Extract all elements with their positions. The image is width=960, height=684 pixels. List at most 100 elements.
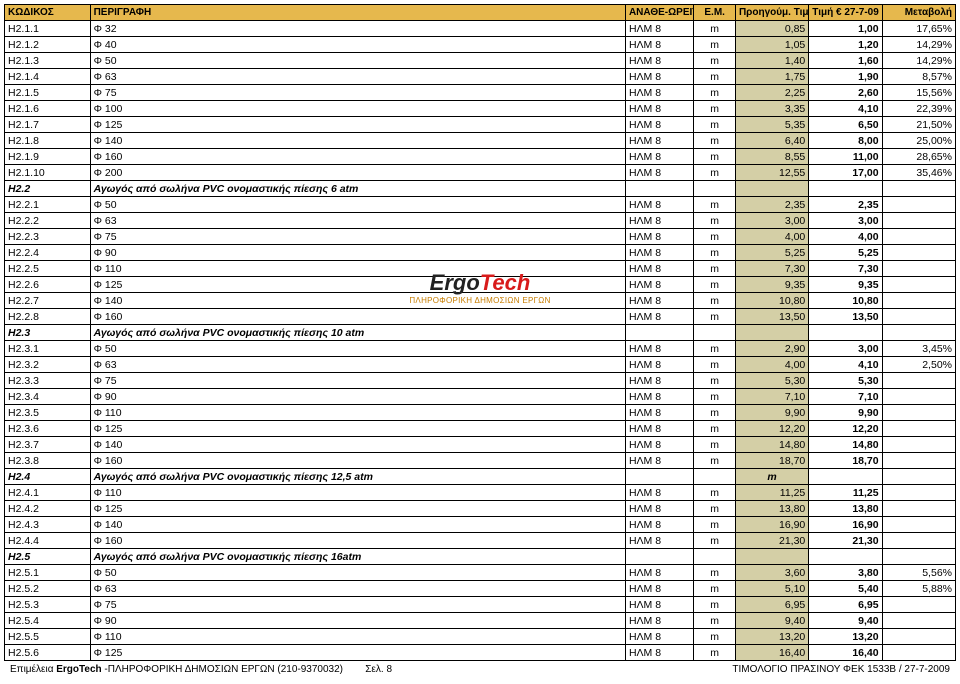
cell-ana: ΗΛΜ 8 — [625, 69, 693, 85]
cell-ana: ΗΛΜ 8 — [625, 357, 693, 373]
cell-desc: Φ 50 — [90, 53, 625, 69]
cell-ana: ΗΛΜ 8 — [625, 421, 693, 437]
cell-price — [809, 549, 882, 565]
th-em: Ε.Μ. — [694, 5, 736, 21]
cell-prev: 5,25 — [735, 245, 808, 261]
cell-met — [882, 533, 955, 549]
cell-ana — [625, 325, 693, 341]
cell-em: m — [694, 277, 736, 293]
cell-prev: 1,40 — [735, 53, 808, 69]
cell-ana: ΗΛΜ 8 — [625, 533, 693, 549]
cell-ana: ΗΛΜ 8 — [625, 85, 693, 101]
cell-met — [882, 229, 955, 245]
cell-desc: Φ 75 — [90, 597, 625, 613]
cell-em: m — [694, 533, 736, 549]
cell-em: m — [694, 133, 736, 149]
table-row: Η2.1.3Φ 50ΗΛΜ 8m1,401,6014,29% — [5, 53, 956, 69]
cell-met: 15,56% — [882, 85, 955, 101]
table-row: Η2.3.1Φ 50ΗΛΜ 8m2,903,003,45% — [5, 341, 956, 357]
cell-code: Η2.5.1 — [5, 565, 91, 581]
cell-prev: 5,10 — [735, 581, 808, 597]
cell-code: Η2.5.3 — [5, 597, 91, 613]
cell-ana: ΗΛΜ 8 — [625, 501, 693, 517]
table-row: Η2.4.1Φ 110ΗΛΜ 8m11,2511,25 — [5, 485, 956, 501]
th-desc: ΠΕΡΙΓΡΑΦΗ — [90, 5, 625, 21]
cell-em: m — [694, 85, 736, 101]
cell-desc: Φ 125 — [90, 277, 625, 293]
table-row: Η2.1.1Φ 32ΗΛΜ 8m0,851,0017,65% — [5, 21, 956, 37]
cell-prev: 14,80 — [735, 437, 808, 453]
cell-desc: Φ 110 — [90, 405, 625, 421]
cell-desc: Φ 160 — [90, 453, 625, 469]
table-row: Η2.3.4Φ 90ΗΛΜ 8m7,107,10 — [5, 389, 956, 405]
cell-em: m — [694, 373, 736, 389]
cell-met — [882, 629, 955, 645]
th-code: ΚΩΔΙΚΟΣ — [5, 5, 91, 21]
cell-met — [882, 453, 955, 469]
cell-price: 21,30 — [809, 533, 882, 549]
cell-em: m — [694, 581, 736, 597]
cell-desc: Φ 125 — [90, 645, 625, 661]
cell-met: 35,46% — [882, 165, 955, 181]
table-row: Η2.4.3Φ 140ΗΛΜ 8m16,9016,90 — [5, 517, 956, 533]
cell-met — [882, 293, 955, 309]
cell-price: 16,40 — [809, 645, 882, 661]
cell-ana — [625, 549, 693, 565]
cell-prev: m — [735, 469, 808, 485]
cell-desc: Φ 160 — [90, 533, 625, 549]
cell-em: m — [694, 517, 736, 533]
cell-ana: ΗΛΜ 8 — [625, 341, 693, 357]
cell-ana: ΗΛΜ 8 — [625, 101, 693, 117]
cell-code: Η2.1.7 — [5, 117, 91, 133]
cell-code: Η2.2.6 — [5, 277, 91, 293]
table-row: Η2.3.8Φ 160ΗΛΜ 8m18,7018,70 — [5, 453, 956, 469]
cell-price: 12,20 — [809, 421, 882, 437]
cell-desc: Φ 110 — [90, 629, 625, 645]
table-row: Η2.1.8Φ 140ΗΛΜ 8m6,408,0025,00% — [5, 133, 956, 149]
table-row: Η2.1.6Φ 100ΗΛΜ 8m3,354,1022,39% — [5, 101, 956, 117]
cell-em: m — [694, 501, 736, 517]
cell-ana: ΗΛΜ 8 — [625, 149, 693, 165]
cell-price: 13,80 — [809, 501, 882, 517]
cell-price: 4,10 — [809, 357, 882, 373]
cell-prev: 13,20 — [735, 629, 808, 645]
cell-code: Η2.5.2 — [5, 581, 91, 597]
cell-ana: ΗΛΜ 8 — [625, 245, 693, 261]
cell-code: Η2.3 — [5, 325, 91, 341]
table-row: Η2.3.6Φ 125ΗΛΜ 8m12,2012,20 — [5, 421, 956, 437]
cell-met — [882, 645, 955, 661]
cell-ana: ΗΛΜ 8 — [625, 229, 693, 245]
cell-met: 3,45% — [882, 341, 955, 357]
cell-ana: ΗΛΜ 8 — [625, 293, 693, 309]
cell-prev: 3,60 — [735, 565, 808, 581]
cell-code: Η2.1.6 — [5, 101, 91, 117]
cell-code: Η2.2.4 — [5, 245, 91, 261]
cell-ana: ΗΛΜ 8 — [625, 629, 693, 645]
cell-prev: 0,85 — [735, 21, 808, 37]
footer-right: ΤΙΜΟΛΟΓΙΟ ΠΡΑΣΙΝΟΥ ΦΕΚ 1533Β / 27-7-2009 — [732, 664, 950, 675]
cell-desc: Φ 50 — [90, 565, 625, 581]
cell-em: m — [694, 245, 736, 261]
cell-desc: Φ 75 — [90, 85, 625, 101]
cell-met — [882, 245, 955, 261]
cell-desc: Φ 75 — [90, 229, 625, 245]
cell-met — [882, 261, 955, 277]
cell-code: Η2.3.4 — [5, 389, 91, 405]
cell-prev: 2,35 — [735, 197, 808, 213]
page-footer: Επιμέλεια ErgoTech -ΠΛΗΡΟΦΟΡΙΚΗ ΔΗΜΟΣΙΩΝ… — [4, 664, 956, 675]
cell-code: Η2.1.1 — [5, 21, 91, 37]
cell-ana: ΗΛΜ 8 — [625, 277, 693, 293]
cell-met: 17,65% — [882, 21, 955, 37]
cell-code: Η2.3.8 — [5, 453, 91, 469]
cell-desc: Φ 125 — [90, 421, 625, 437]
cell-em: m — [694, 293, 736, 309]
table-row: Η2.5.4Φ 90ΗΛΜ 8m9,409,40 — [5, 613, 956, 629]
table-row: Η2.3.2Φ 63ΗΛΜ 8m4,004,102,50% — [5, 357, 956, 373]
cell-prev: 11,25 — [735, 485, 808, 501]
table-row: Η2.2.1Φ 50ΗΛΜ 8m2,352,35 — [5, 197, 956, 213]
cell-met — [882, 549, 955, 565]
cell-ana: ΗΛΜ 8 — [625, 437, 693, 453]
th-ana: ΑΝΑΘΕ-ΩΡΕΙΤΑΙ — [625, 5, 693, 21]
cell-ana — [625, 469, 693, 485]
table-row: Η2.1.2Φ 40ΗΛΜ 8m1,051,2014,29% — [5, 37, 956, 53]
